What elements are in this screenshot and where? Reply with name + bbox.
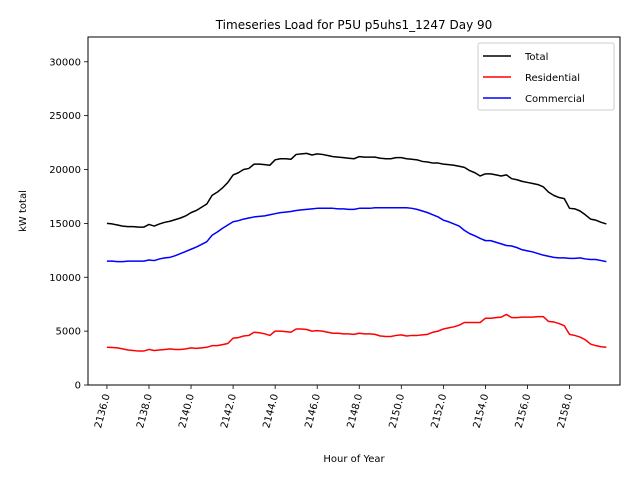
- series-line-commercial: [106, 207, 607, 263]
- series-line-total: [106, 152, 607, 228]
- x-tick-label: 2148.0: [345, 393, 365, 430]
- x-tick-label: 2140.0: [177, 393, 197, 430]
- legend: Total Residential Commercial: [477, 42, 615, 111]
- x-tick-label: 2158.0: [556, 393, 576, 430]
- x-tick-label: 2144.0: [261, 393, 281, 430]
- legend-box: [477, 42, 615, 111]
- x-tick-label: 2152.0: [430, 393, 450, 430]
- x-tick-label: 2146.0: [303, 393, 323, 430]
- plot-frame: [87, 36, 621, 386]
- x-tick-label: 2136.0: [93, 393, 113, 430]
- legend-label-commercial: Commercial: [525, 94, 585, 105]
- y-tick-label: 30000: [49, 57, 81, 68]
- x-tick-label: 2142.0: [219, 393, 239, 430]
- y-tick-label: 5000: [56, 327, 81, 338]
- series-line-residential: [106, 313, 607, 352]
- series-layer: [106, 152, 607, 352]
- y-tick-label: 10000: [49, 273, 81, 284]
- legend-label-total: Total: [524, 52, 548, 63]
- y-tick-label: 15000: [49, 219, 81, 230]
- x-axis-title: Hour of Year: [323, 454, 385, 465]
- y-tick-label: 25000: [49, 111, 81, 122]
- x-tick-label: 2138.0: [135, 393, 155, 430]
- x-tick-label: 2156.0: [514, 393, 534, 430]
- y-axis-title: kW total: [18, 190, 29, 232]
- y-tick-label: 0: [75, 381, 81, 392]
- y-axis: 0 5000 10000 15000 20000 25000 30000: [49, 57, 88, 392]
- legend-label-residential: Residential: [525, 73, 580, 84]
- x-tick-label: 2154.0: [472, 393, 492, 430]
- x-tick-label: 2150.0: [388, 393, 408, 430]
- x-axis: 2136.0 2138.0 2140.0 2142.0 2144.0 2146.0 2148…: [93, 385, 575, 430]
- chart-title: Timeseries Load for P5U p5uhs1_1247 Day …: [215, 18, 493, 32]
- y-tick-label: 20000: [49, 165, 81, 176]
